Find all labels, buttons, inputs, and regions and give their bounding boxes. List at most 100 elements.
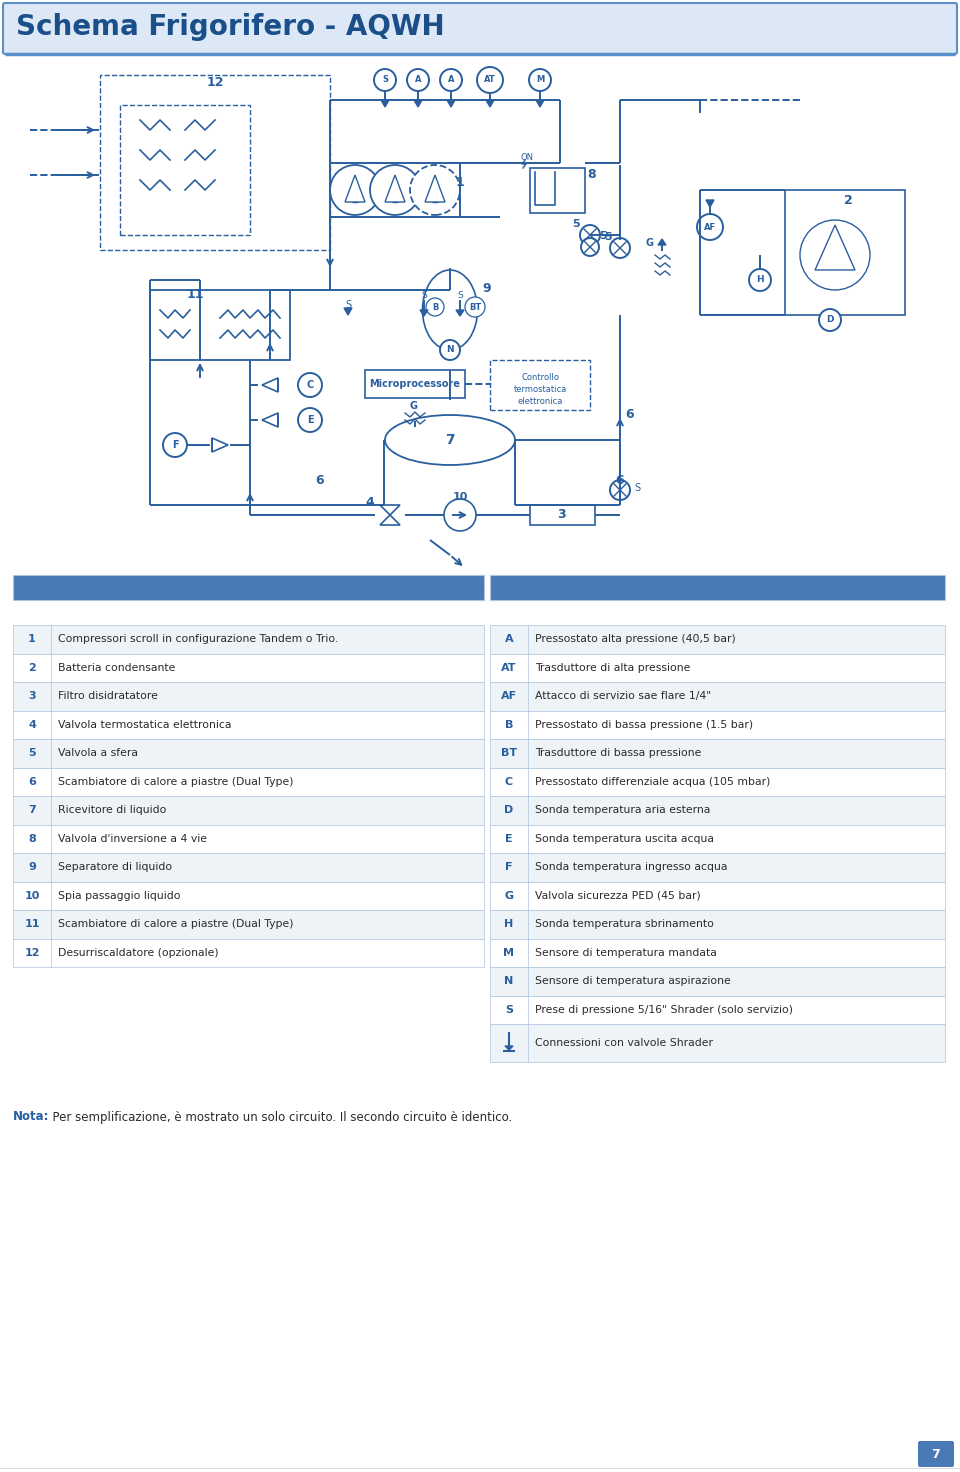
Circle shape [477, 68, 503, 93]
Text: 6: 6 [316, 474, 324, 487]
Text: G: G [409, 400, 417, 411]
Text: 11: 11 [24, 919, 39, 929]
Bar [530, 168, 585, 213]
Text: DISPOSITIVI DI CONTROLLO/SICUREZZA: DISPOSITIVI DI CONTROLLO/SICUREZZA [498, 606, 760, 620]
Text: BT: BT [501, 748, 517, 758]
Text: Sonda temperatura sbrinamento: Sonda temperatura sbrinamento [535, 919, 714, 929]
Polygon shape [536, 100, 544, 107]
Circle shape [610, 480, 630, 500]
Text: N: N [446, 346, 454, 355]
Text: 5: 5 [599, 231, 607, 241]
Text: 4: 4 [366, 496, 374, 509]
Text: S: S [457, 291, 463, 300]
Polygon shape [658, 238, 666, 244]
Text: Sensore di temperatura mandata: Sensore di temperatura mandata [535, 948, 717, 958]
Text: Microprocessore: Microprocessore [370, 378, 461, 389]
Polygon shape [262, 414, 278, 427]
Text: Trasduttore di alta pressione: Trasduttore di alta pressione [535, 662, 690, 673]
Text: Valvola d'inversione a 4 vie: Valvola d'inversione a 4 vie [58, 833, 207, 843]
Text: 3: 3 [28, 692, 36, 701]
Text: 1: 1 [456, 177, 465, 190]
Bar [490, 361, 590, 411]
Bar [13, 939, 484, 967]
Polygon shape [414, 100, 422, 107]
Polygon shape [380, 505, 400, 515]
Text: A: A [447, 75, 454, 84]
Text: F: F [505, 863, 513, 873]
Bar [490, 824, 945, 852]
Circle shape [370, 165, 420, 215]
Circle shape [426, 297, 444, 316]
Bar [13, 626, 484, 654]
Text: 6: 6 [626, 409, 635, 421]
Polygon shape [411, 427, 419, 434]
Polygon shape [425, 175, 445, 202]
Text: G: G [504, 891, 514, 901]
Polygon shape [381, 100, 389, 107]
Text: Filtro disidratatore: Filtro disidratatore [58, 692, 157, 701]
Circle shape [800, 219, 870, 290]
Text: Prese di pressione 5/16" Shrader (solo servizio): Prese di pressione 5/16" Shrader (solo s… [535, 1005, 793, 1014]
Text: B: B [505, 720, 514, 730]
Bar [100, 75, 330, 250]
Text: S: S [634, 483, 640, 493]
Text: 5: 5 [604, 233, 612, 241]
Text: 5: 5 [572, 219, 580, 230]
Text: 9: 9 [483, 281, 492, 294]
Bar [365, 369, 465, 397]
Text: Valvola sicurezza PED (45 bar): Valvola sicurezza PED (45 bar) [535, 891, 701, 901]
Text: Nota:: Nota: [13, 1110, 50, 1123]
Text: E: E [505, 833, 513, 843]
Circle shape [407, 69, 429, 91]
Text: M: M [536, 75, 544, 84]
Circle shape [529, 69, 551, 91]
Polygon shape [345, 175, 365, 202]
Text: Scambiatore di calore a piastre (Dual Type): Scambiatore di calore a piastre (Dual Ty… [58, 777, 294, 786]
Circle shape [697, 213, 723, 240]
Text: S: S [382, 75, 388, 84]
Text: E: E [306, 415, 313, 425]
Text: 10: 10 [24, 891, 39, 901]
Circle shape [163, 433, 187, 456]
Circle shape [298, 408, 322, 431]
Text: 10: 10 [452, 492, 468, 502]
Circle shape [819, 309, 841, 331]
Text: 7: 7 [28, 805, 36, 815]
Text: 11: 11 [186, 289, 204, 302]
Ellipse shape [422, 269, 477, 350]
Polygon shape [505, 1047, 513, 1050]
Text: Pressostato di bassa pressione (1.5 bar): Pressostato di bassa pressione (1.5 bar) [535, 720, 754, 730]
Text: Sonda temperatura uscita acqua: Sonda temperatura uscita acqua [535, 833, 714, 843]
Bar [490, 711, 945, 739]
Text: H: H [504, 919, 514, 929]
Circle shape [465, 297, 485, 316]
Text: D: D [504, 805, 514, 815]
Text: AT: AT [484, 75, 496, 84]
Bar [13, 824, 484, 852]
Bar [785, 190, 905, 315]
Text: 7: 7 [445, 433, 455, 447]
Text: C: C [505, 777, 513, 786]
Text: Compressori scroll in configurazione Tandem o Trio.: Compressori scroll in configurazione Tan… [58, 634, 338, 645]
Circle shape [298, 372, 322, 397]
Text: Trasduttore di bassa pressione: Trasduttore di bassa pressione [535, 748, 702, 758]
Circle shape [580, 225, 600, 244]
Text: H: H [756, 275, 764, 284]
Circle shape [330, 165, 380, 215]
Text: BT: BT [468, 303, 481, 312]
FancyBboxPatch shape [3, 3, 957, 54]
Bar [490, 796, 945, 824]
Circle shape [581, 238, 599, 256]
Text: 2: 2 [844, 193, 852, 206]
Text: B: B [432, 303, 438, 312]
Text: AT: AT [501, 662, 516, 673]
Text: Pressostato differenziale acqua (105 mbar): Pressostato differenziale acqua (105 mba… [535, 777, 770, 786]
Text: S: S [505, 1005, 513, 1014]
Text: 12: 12 [24, 948, 39, 958]
Bar [120, 105, 250, 236]
Bar [13, 910, 484, 939]
Circle shape [410, 165, 460, 215]
Text: S: S [421, 291, 427, 300]
Bar [13, 739, 484, 767]
Text: Valvola a sfera: Valvola a sfera [58, 748, 138, 758]
